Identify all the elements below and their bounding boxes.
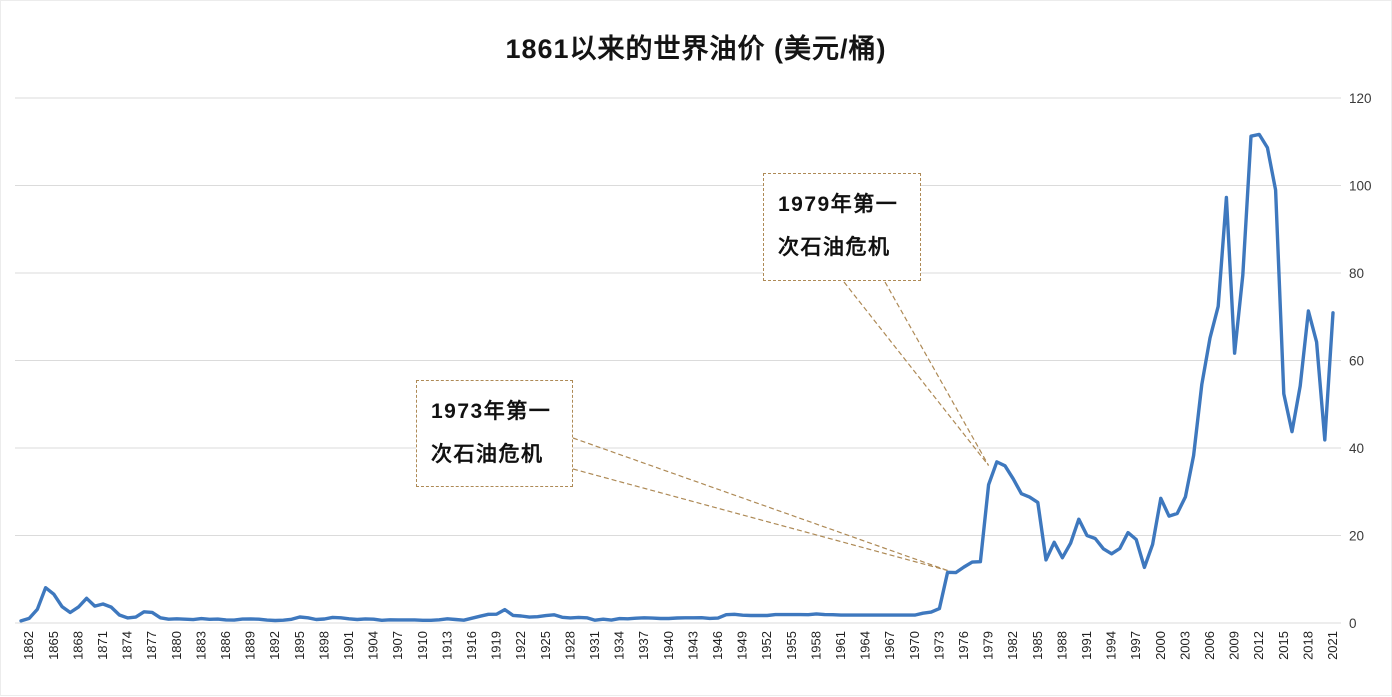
x-axis-tick-label: 1985 <box>1030 631 1045 660</box>
x-axis-tick-label: 1922 <box>513 631 528 660</box>
x-axis-tick-label: 1943 <box>685 631 700 660</box>
annotation-leader-line <box>572 468 948 572</box>
chart-title: 1861以来的世界油价 (美元/桶) <box>505 34 887 64</box>
x-axis-tick-label: 2009 <box>1227 631 1242 660</box>
x-axis-tick-label: 1997 <box>1128 631 1143 660</box>
annotation-leader-line <box>843 281 990 466</box>
x-axis-tick-label: 1979 <box>981 631 996 660</box>
x-axis-tick-label: 1862 <box>21 631 36 660</box>
x-axis-tick-label: 1865 <box>46 631 61 660</box>
x-axis-tick-label: 1988 <box>1054 631 1069 660</box>
x-axis-tick-label: 1886 <box>218 631 233 660</box>
x-axis-tick-label: 2003 <box>1177 631 1192 660</box>
x-axis-tick-label: 2021 <box>1325 631 1340 660</box>
y-axis-tick-label: 120 <box>1349 91 1372 106</box>
x-axis-tick-label: 1934 <box>612 631 627 660</box>
price-line <box>19 132 1335 623</box>
x-axis-tick-label: 1970 <box>907 631 922 660</box>
x-axis-tick-label: 1910 <box>415 631 430 660</box>
annotation-1979-text-line2: 次石油危机 <box>778 236 891 259</box>
y-axis-tick-label: 0 <box>1349 616 1357 631</box>
x-axis-tick-label: 1952 <box>759 631 774 660</box>
x-axis-tick-label: 2018 <box>1300 631 1315 660</box>
y-axis-tick-label: 100 <box>1349 179 1372 194</box>
y-axis-tick-label: 80 <box>1349 266 1364 281</box>
y-axis-tick-label: 20 <box>1349 529 1364 544</box>
x-axis-tick-label: 1949 <box>735 631 750 660</box>
annotation-1973-oil-crisis-box: 1973年第一 次石油危机 <box>416 380 573 487</box>
x-axis-tick-label: 1991 <box>1079 631 1094 660</box>
x-axis-tick-label: 1892 <box>267 631 282 660</box>
x-axis-tick-label: 1976 <box>956 631 971 660</box>
x-axis-tick-label: 1895 <box>292 631 307 660</box>
x-axis-tick-label: 1883 <box>193 631 208 660</box>
x-axis-tick-label: 1889 <box>243 631 258 660</box>
x-axis-tick-label: 2015 <box>1276 631 1291 660</box>
x-axis-tick-label: 1982 <box>1005 631 1020 660</box>
x-axis-tick-label: 1901 <box>341 631 356 660</box>
x-axis-tick-label: 1904 <box>366 631 381 660</box>
x-axis-tick-label: 1973 <box>931 631 946 660</box>
x-axis-tick-label: 1898 <box>316 631 331 660</box>
x-axis-tick-label: 1958 <box>808 631 823 660</box>
x-axis-tick-label: 1913 <box>439 631 454 660</box>
annotation-1979-oil-crisis-box: 1979年第一 次石油危机 <box>763 173 921 281</box>
x-axis-tick-label: 2006 <box>1202 631 1217 660</box>
x-axis-tick-label: 2012 <box>1251 631 1266 660</box>
x-axis-tick-label: 1874 <box>120 631 135 660</box>
x-axis-tick-label: 1967 <box>882 631 897 660</box>
annotation-leader-line <box>572 437 948 572</box>
y-axis-tick-label: 60 <box>1349 354 1364 369</box>
annotation-1973-text-line2: 次石油危机 <box>431 443 544 466</box>
x-axis-tick-label: 1871 <box>95 631 110 660</box>
x-axis-tick-label: 1961 <box>833 631 848 660</box>
x-axis-tick-label: 1880 <box>169 631 184 660</box>
x-axis-tick-label: 1925 <box>538 631 553 660</box>
y-axis-tick-label: 40 <box>1349 441 1364 456</box>
x-axis-tick-label: 1907 <box>390 631 405 660</box>
x-axis-tick-label: 1928 <box>562 631 577 660</box>
annotation-leader-line <box>884 281 990 466</box>
x-axis-tick-label: 1955 <box>784 631 799 660</box>
x-axis-tick-label: 1868 <box>70 631 85 660</box>
x-axis-tick-label: 1919 <box>489 631 504 660</box>
x-axis-tick-label: 1916 <box>464 631 479 660</box>
x-axis-tick-label: 1946 <box>710 631 725 660</box>
annotation-1979-text-line1: 1979年第一 <box>778 193 899 216</box>
x-axis-tick-label: 1931 <box>587 631 602 660</box>
annotation-1973-text-line1: 1973年第一 <box>431 400 552 423</box>
x-axis-tick-label: 1940 <box>661 631 676 660</box>
x-axis-tick-label: 1877 <box>144 631 159 660</box>
x-axis-tick-label: 1937 <box>636 631 651 660</box>
x-axis-tick-label: 1994 <box>1104 631 1119 660</box>
x-axis-tick-label: 1964 <box>858 631 873 660</box>
x-axis-tick-label: 2000 <box>1153 631 1168 660</box>
